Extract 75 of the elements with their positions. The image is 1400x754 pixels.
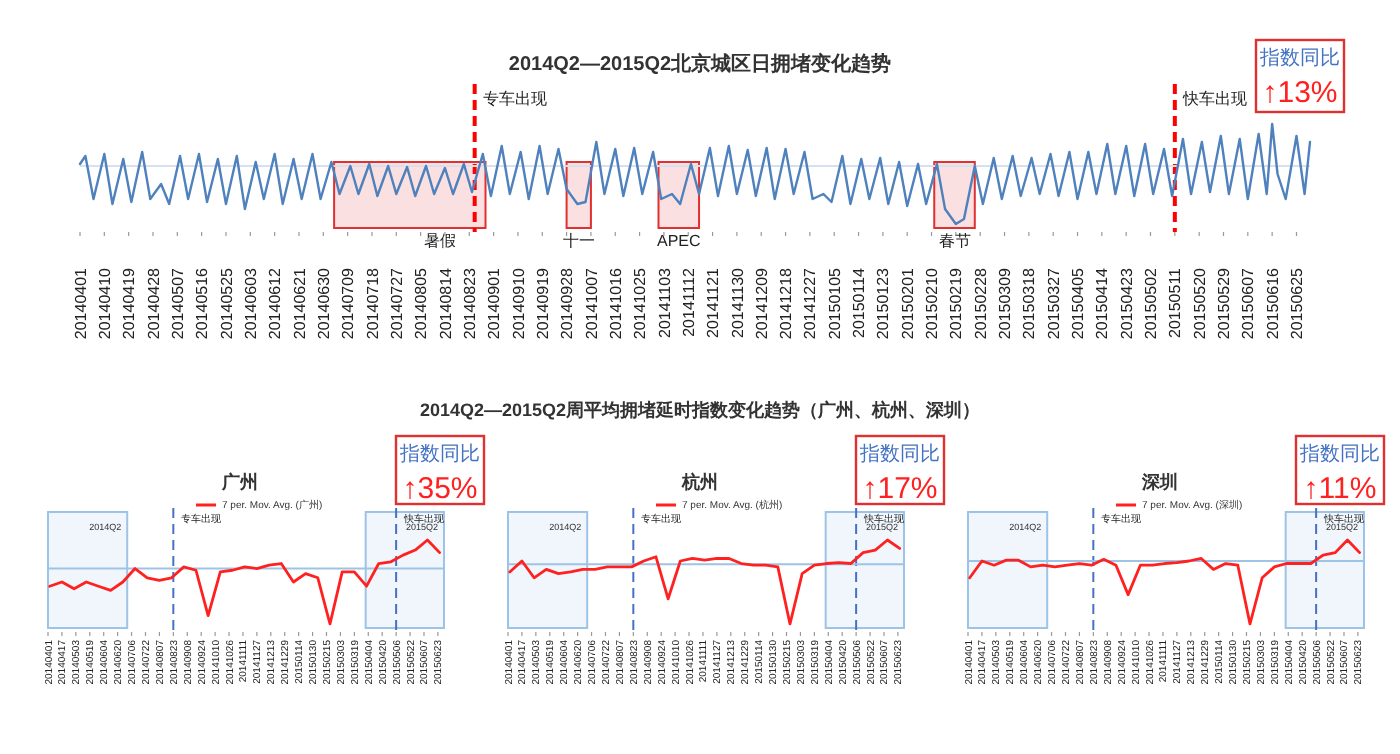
- text: 2014Q2—2015Q2周平均拥堵延时指数变化趋势（广州、杭州、深圳）: [419, 400, 981, 420]
- chart-title: 广州: [220, 472, 258, 492]
- x-tick-label: 20150423: [1117, 266, 1136, 340]
- x-tick-label: 20140727: [387, 266, 406, 340]
- x-tick-label: 20150625: [1288, 266, 1307, 340]
- x-tick-label: 20150502: [1142, 266, 1161, 340]
- text: ↑11%: [1303, 472, 1377, 506]
- x-tick-label: 20150123: [874, 266, 893, 340]
- x-tick-label: 20150520: [1190, 266, 1209, 340]
- x-tick-label: 20140928: [558, 266, 577, 340]
- x-tick-label: 20150405: [1069, 266, 1088, 340]
- x-tick-label: 20140612: [266, 266, 285, 340]
- band-label: APEC: [656, 232, 701, 250]
- text: 指数同比: [1258, 46, 1340, 70]
- x-tick-label: 20141130: [728, 266, 747, 338]
- x-tick-label: 20141121: [704, 266, 723, 338]
- x-tick-label: 20141209: [752, 266, 771, 340]
- text: ↑17%: [862, 472, 938, 506]
- text: 指数同比: [1298, 442, 1380, 466]
- x-tick-label: 20141112: [679, 266, 698, 337]
- x-tick-label: 20140621: [290, 266, 309, 340]
- ref-line: 快车出现: [1172, 84, 1247, 232]
- x-tick-label: 20150414: [1093, 266, 1112, 340]
- x-tick-label: 20140507: [168, 266, 187, 340]
- x-tick-label: 20150529: [1215, 266, 1234, 340]
- chart-title: 2014Q2—2015Q2北京城区日拥堵变化趋势: [508, 52, 892, 76]
- x-tick-label: 20140910: [509, 266, 528, 340]
- x-tick-label: 20140603: [241, 266, 260, 340]
- x-tick-label: 20150511: [1166, 266, 1185, 338]
- x-tick-label: 20140630: [314, 266, 333, 340]
- x-tick-label: 20140919: [533, 266, 552, 340]
- ref-line-label: 快车出现: [1180, 90, 1247, 108]
- x-tick-label: 20140814: [436, 266, 455, 340]
- x-tick-label: 20140718: [363, 266, 382, 340]
- band-label: 十一: [562, 232, 595, 250]
- x-tick-label: 20141025: [631, 266, 650, 340]
- x-tick-label: 20140410: [95, 266, 114, 340]
- ref-line: 专车出现: [472, 84, 547, 232]
- x-tick-label: 20150201: [898, 266, 917, 340]
- x-tick-label: 20150607: [1239, 266, 1258, 340]
- x-tick-label: 20150309: [996, 266, 1015, 340]
- x-tick-label: 20141007: [582, 266, 601, 340]
- band-label: 春节: [938, 232, 971, 250]
- x-tick-label: 20150219: [947, 266, 966, 340]
- x-tick-label: 20150105: [825, 266, 844, 340]
- x-tick-label: 20140805: [412, 266, 431, 340]
- x-tick-label: 20140709: [339, 266, 358, 340]
- x-tick-label: 20140401: [71, 266, 90, 340]
- x-tick-label: 20150318: [1020, 266, 1039, 340]
- x-tick-label: 20141016: [606, 266, 625, 340]
- band-label: 暑假: [423, 232, 456, 250]
- x-tick-label: 20150327: [1044, 266, 1063, 340]
- x-tick-label: 20141227: [801, 266, 820, 340]
- text: ↑13%: [1262, 76, 1338, 110]
- x-tick-label: 20141103: [655, 266, 674, 338]
- chart-title: 深圳: [1140, 472, 1178, 492]
- text: 指数同比: [858, 442, 940, 466]
- band: APEC: [657, 161, 701, 250]
- x-tick-label: 20140428: [144, 266, 163, 340]
- text: 指数同比: [398, 442, 480, 466]
- chart-title: 杭州: [680, 472, 718, 492]
- x-tick-label: 20150616: [1263, 266, 1282, 340]
- x-tick-label: 20141218: [777, 266, 796, 340]
- x-tick-label: 20140823: [460, 266, 479, 340]
- band: 十一: [562, 161, 595, 250]
- x-tick-label: 20150114: [850, 266, 869, 338]
- x-tick-label: 20140516: [193, 266, 212, 340]
- text: ↑35%: [402, 472, 478, 506]
- x-tick-label: 20140419: [120, 266, 139, 340]
- x-tick-label: 20140525: [217, 266, 236, 340]
- ref-line-label: 专车出现: [482, 90, 547, 108]
- x-tick-label: 20150228: [971, 266, 990, 340]
- x-tick-label: 20150210: [923, 266, 942, 340]
- band: 春节: [933, 161, 976, 250]
- x-tick-label: 20140901: [485, 266, 504, 340]
